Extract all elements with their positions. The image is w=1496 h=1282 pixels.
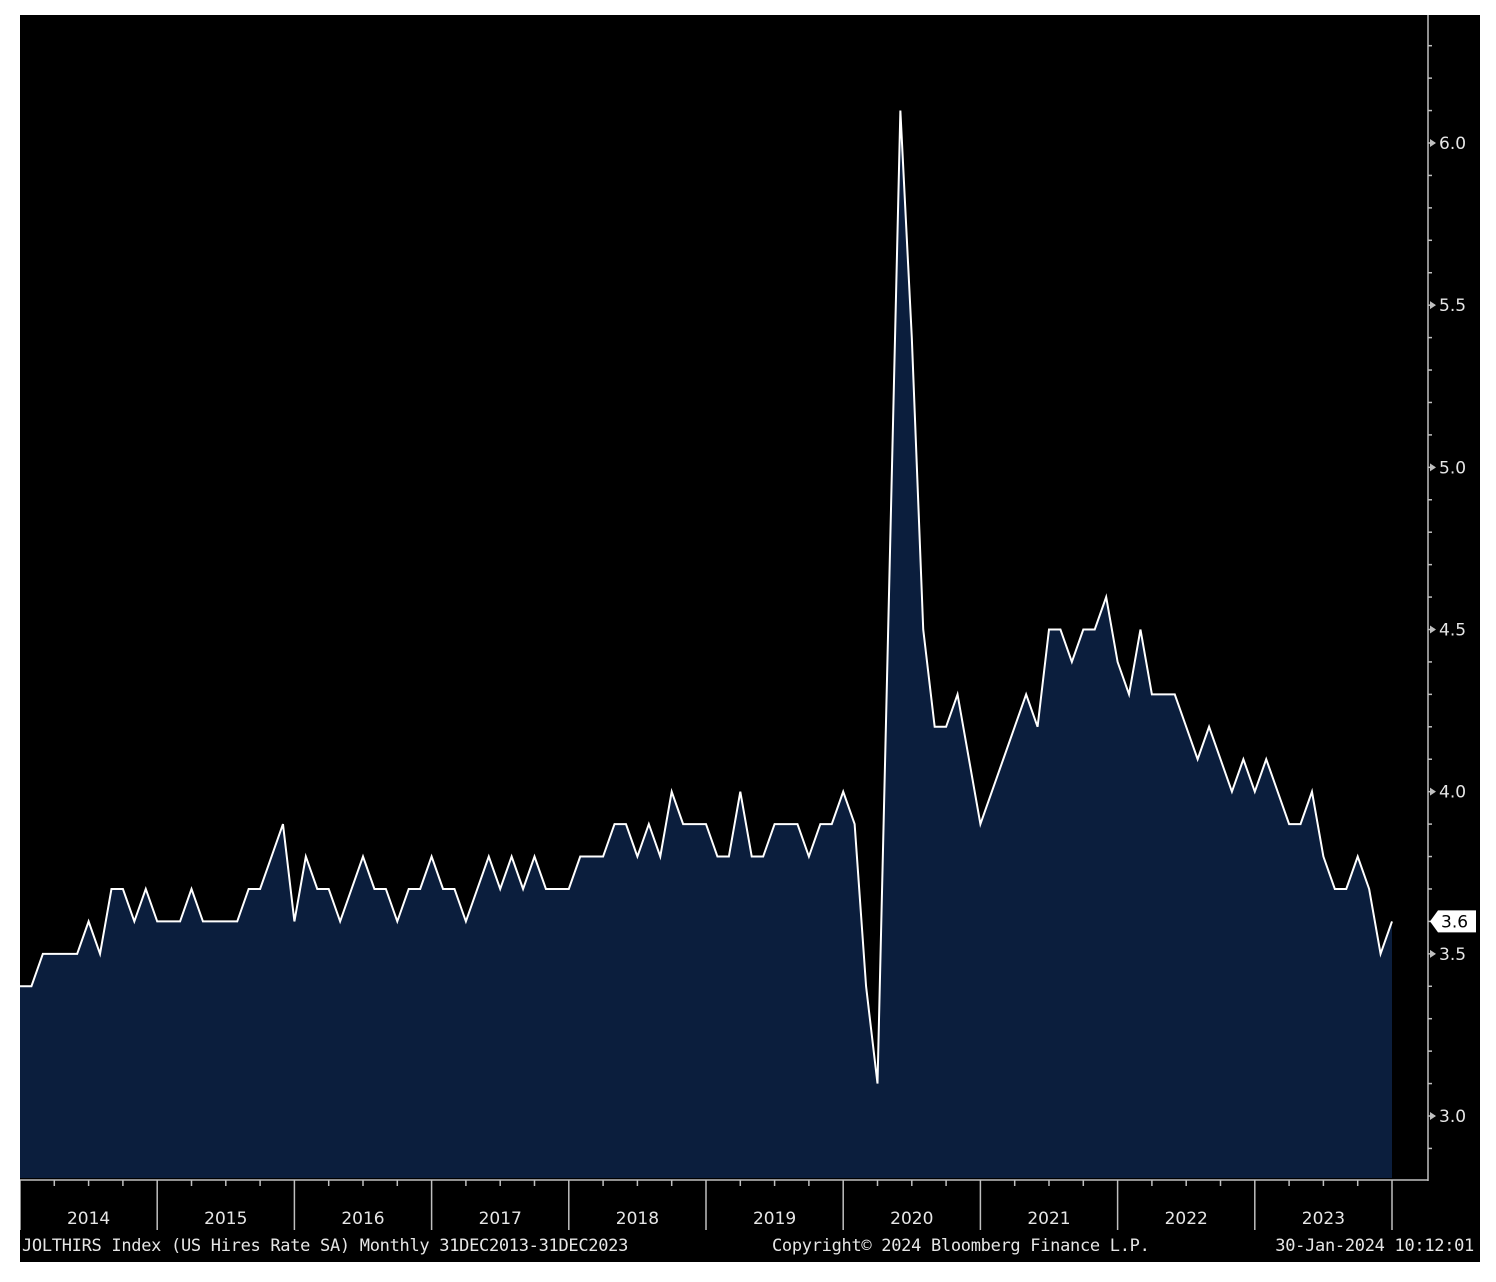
x-year-label: 2020 [890,1209,933,1229]
y-tick-label: 4.5 [1439,621,1466,641]
hires-rate-area-chart: 3.03.54.04.55.05.56.0 2014 2015 2016 2017 20… [20,15,1480,1262]
x-year-label: 2016 [341,1209,384,1229]
y-tick-marker [1430,787,1436,796]
x-year-label: 2017 [479,1209,522,1229]
y-tick-label: 4.0 [1439,783,1466,803]
x-year-label: 2021 [1027,1209,1070,1229]
last-value-badge: 3.6 [1430,910,1476,933]
y-tick-marker [1430,301,1436,310]
area-fill [20,110,1392,1179]
y-tick-label: 6.0 [1439,134,1466,154]
footer-security-label: JOLTHIRS Index (US Hires Rate SA) Monthl… [22,1236,629,1256]
x-year-label: 2015 [204,1209,247,1229]
y-tick-marker [1430,463,1436,472]
x-year-label: 2019 [753,1209,796,1229]
y-tick-label: 3.5 [1439,945,1466,965]
y-tick-label: 5.5 [1439,296,1466,316]
y-tick-label: 5.0 [1439,458,1466,478]
series-line [20,110,1393,1084]
x-year-label: 2014 [67,1209,110,1229]
footer-timestamp: 30-Jan-2024 10:12:01 [1275,1236,1474,1256]
last-value-label: 3.6 [1441,912,1468,932]
x-year-label: 2023 [1302,1209,1345,1229]
last-value-badge-shape [1430,910,1476,933]
y-tick-marker [1430,949,1436,958]
y-axis: 3.0 3.5 4.0 4.5 5.0 5.5 6.0 [1427,15,1466,1181]
y-tick-label: 3.0 [1439,1107,1466,1127]
chart-frame: 3.0 3.5 4.0 4.5 5.0 5.5 6.0 2014 2015 2016 2017 20… [20,15,1480,1262]
footer-copyright: Copyright© 2024 Bloomberg Finance L.P. [772,1236,1150,1256]
y-tick-marker [1430,625,1436,634]
x-year-label: 2022 [1165,1209,1208,1229]
x-axis: 2014 2015 2016 2017 2018 2019 2020 2021 2022 2023 [20,1179,1428,1230]
x-year-label: 2018 [616,1209,659,1229]
y-tick-marker [1430,1112,1436,1120]
y-tick-marker [1430,139,1436,147]
